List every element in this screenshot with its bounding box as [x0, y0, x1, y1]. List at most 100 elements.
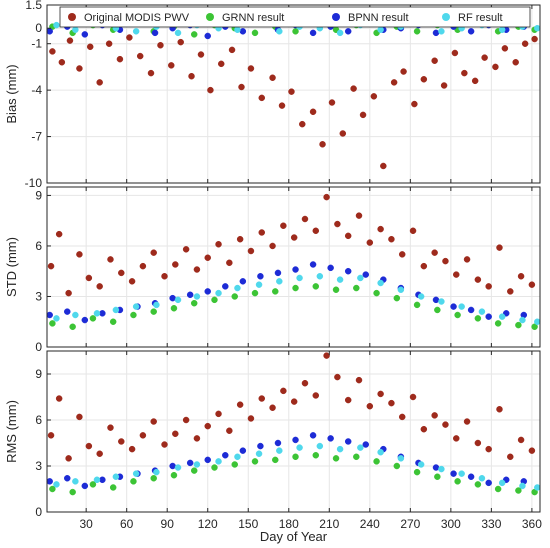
data-point: [99, 310, 106, 317]
legend-label: RF result: [458, 12, 503, 24]
y-axis-label: RMS (mm): [4, 400, 19, 463]
data-point: [186, 291, 194, 299]
data-point: [217, 60, 225, 68]
data-point: [76, 251, 83, 258]
data-point: [150, 249, 157, 256]
data-point: [85, 442, 93, 450]
data-point: [420, 262, 428, 270]
data-point: [231, 293, 238, 300]
data-point: [112, 306, 120, 314]
data-point: [451, 49, 459, 57]
data-point: [276, 278, 283, 285]
data-point: [157, 41, 164, 49]
data-point: [150, 475, 157, 482]
data-point: [177, 38, 184, 46]
data-point: [190, 467, 198, 474]
y-tick-label: 3: [35, 459, 42, 473]
data-point: [478, 308, 486, 315]
data-point: [107, 256, 114, 263]
data-point: [496, 406, 503, 413]
data-point: [319, 141, 326, 148]
series-original-modis-pwv: [47, 352, 536, 462]
data-point: [417, 293, 425, 300]
data-point: [312, 283, 320, 290]
y-tick-label: -10: [25, 176, 43, 190]
panel-1: 1.5 0 -1 -4 -7 -10 Bias (mm): [4, 0, 541, 190]
data-point: [336, 276, 344, 283]
data-point: [161, 273, 168, 280]
panels-group: 1.5 0 -1 -4 -7 -10 Bias (mm) 0 3 6 9 STD (mm) 0 3 6 9 RM…: [4, 0, 542, 531]
data-point: [132, 28, 140, 35]
data-point: [274, 269, 282, 277]
data-point: [373, 458, 380, 465]
data-point: [53, 481, 60, 488]
legend-marker: [332, 13, 340, 21]
data-point: [239, 278, 247, 285]
y-tick-label: 6: [35, 239, 42, 253]
data-point: [312, 227, 320, 235]
data-point: [344, 232, 352, 240]
data-point: [332, 455, 340, 462]
data-point: [353, 284, 360, 292]
x-tick-label: 300: [441, 517, 461, 531]
data-point: [234, 453, 241, 461]
data-point: [312, 392, 320, 399]
data-point: [438, 465, 445, 473]
x-tick-label: 150: [238, 517, 258, 531]
data-point: [47, 432, 55, 439]
data-point: [309, 108, 317, 116]
data-point: [72, 478, 79, 485]
data-point: [434, 473, 441, 480]
y-tick-label: 9: [35, 367, 42, 381]
data-point: [269, 404, 276, 411]
data-point: [461, 69, 468, 77]
y-tick-label: 0: [35, 21, 42, 35]
series-grnn-result: [49, 283, 538, 331]
data-point: [366, 239, 374, 246]
data-point: [278, 102, 286, 109]
data-point: [272, 288, 279, 295]
data-point: [409, 227, 417, 235]
legend-label: Original MODIS PWV: [84, 12, 190, 24]
data-point: [215, 241, 222, 248]
data-point: [336, 29, 344, 37]
data-point: [474, 276, 482, 283]
data-point: [132, 470, 140, 477]
data-point: [280, 387, 287, 395]
legend-marker: [442, 13, 450, 21]
data-point: [269, 242, 276, 250]
data-point: [81, 31, 89, 38]
x-axis-label: Day of Year: [260, 529, 328, 544]
x-tick-label: 360: [522, 517, 542, 531]
data-point: [182, 246, 190, 253]
data-point: [258, 395, 266, 402]
x-tick-label: 120: [198, 517, 218, 531]
data-point: [150, 418, 157, 425]
data-point: [409, 393, 417, 401]
data-point: [519, 482, 526, 490]
data-point: [355, 376, 363, 384]
legend-marker: [206, 13, 214, 21]
data-point: [118, 438, 125, 445]
data-point: [515, 487, 522, 494]
data-point: [93, 476, 101, 484]
data-point: [190, 299, 198, 307]
y-tick-label: 6: [35, 413, 42, 427]
data-point: [531, 323, 538, 331]
data-point: [99, 476, 106, 484]
data-point: [288, 88, 295, 95]
data-point: [151, 29, 159, 37]
axes-frame: [46, 350, 541, 513]
data-point: [413, 468, 421, 476]
data-point: [474, 315, 482, 322]
data-point: [377, 448, 384, 456]
data-point: [359, 111, 367, 119]
legend-item: GRNN result: [206, 12, 284, 24]
data-point: [296, 444, 303, 451]
data-point: [89, 481, 97, 488]
data-point: [328, 99, 336, 106]
data-point: [53, 21, 60, 29]
data-point: [174, 296, 182, 304]
data-point: [390, 79, 398, 86]
data-point: [69, 323, 76, 331]
